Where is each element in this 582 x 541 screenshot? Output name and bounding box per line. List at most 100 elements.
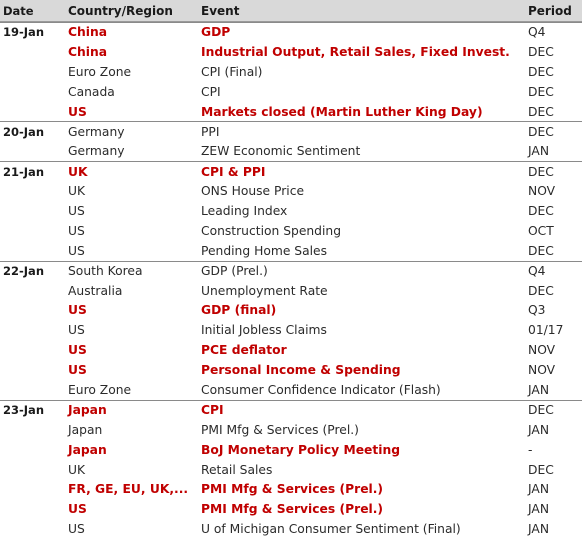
country-cell: US: [68, 323, 85, 338]
period-cell: 01/17: [528, 323, 564, 338]
country-cell: UK: [68, 184, 86, 199]
table-row: Australia Unemployment Rate DEC: [0, 281, 582, 301]
event-cell: PPI: [201, 124, 220, 139]
period-cell: Q4: [528, 25, 546, 40]
table-row: 19-Jan China GDP Q4: [0, 22, 582, 42]
event-cell: Retail Sales: [201, 462, 273, 477]
period-cell: JAN: [528, 144, 550, 159]
country-cell: Euro Zone: [68, 382, 132, 397]
table-row: 21-Jan UK CPI & PPI DEC: [0, 161, 582, 181]
period-cell: JAN: [528, 502, 550, 517]
period-cell: OCT: [528, 223, 554, 238]
table-row: US Leading Index DEC: [0, 201, 582, 221]
event-cell: Construction Spending: [201, 223, 341, 238]
country-cell: FR, GE, EU, UK,...: [68, 482, 189, 497]
table-row: US Personal Income & Spending NOV: [0, 360, 582, 380]
country-cell: US: [68, 502, 87, 517]
event-cell: PMI Mfg & Services (Prel.): [201, 482, 384, 497]
table-row: UK Retail Sales DEC: [0, 460, 582, 480]
period-cell: DEC: [528, 104, 554, 119]
header-country-region: Country/Region: [68, 3, 173, 18]
country-cell: UK: [68, 164, 88, 179]
country-cell: Japan: [68, 403, 107, 418]
country-cell: US: [68, 203, 85, 218]
period-cell: DEC: [528, 124, 554, 139]
date-cell: 20-Jan: [3, 124, 45, 139]
event-cell: CPI (Final): [201, 64, 263, 79]
table-row: US PCE deflator NOV: [0, 340, 582, 360]
period-cell: Q3: [528, 303, 546, 318]
period-cell: DEC: [528, 243, 554, 258]
table-row: 22-Jan South Korea GDP (Prel.) Q4: [0, 260, 582, 281]
event-cell: PMI Mfg & Services (Prel.): [201, 422, 359, 437]
table-row: UK ONS House Price NOV: [0, 181, 582, 201]
event-cell: PCE deflator: [201, 343, 287, 358]
country-cell: US: [68, 363, 87, 378]
table-row: US GDP (final) Q3: [0, 300, 582, 320]
period-cell: DEC: [528, 203, 554, 218]
country-cell: US: [68, 243, 85, 258]
period-cell: DEC: [528, 84, 554, 99]
table-row: Japan PMI Mfg & Services (Prel.) JAN: [0, 420, 582, 440]
period-cell: JAN: [528, 482, 550, 497]
period-cell: NOV: [528, 363, 556, 378]
event-cell: Pending Home Sales: [201, 243, 328, 258]
table-row: US Pending Home Sales DEC: [0, 241, 582, 261]
event-cell: U of Michigan Consumer Sentiment (Final): [201, 522, 461, 537]
table-row: US PMI Mfg & Services (Prel.) JAN: [0, 499, 582, 519]
event-cell: CPI & PPI: [201, 164, 266, 179]
period-cell: DEC: [528, 283, 554, 298]
header-period: Period: [528, 3, 572, 18]
event-cell: Leading Index: [201, 203, 288, 218]
period-cell: NOV: [528, 184, 556, 199]
country-cell: Australia: [68, 283, 123, 298]
table-row: US Markets closed (Martin Luther King Day…: [0, 102, 582, 122]
period-cell: DEC: [528, 462, 554, 477]
table-row: Euro Zone CPI (Final) DEC: [0, 62, 582, 82]
period-cell: DEC: [528, 64, 554, 79]
country-cell: South Korea: [68, 264, 143, 279]
event-cell: GDP (Prel.): [201, 264, 268, 279]
country-cell: China: [68, 44, 108, 59]
table-row: 23-Jan Japan CPI DEC: [0, 399, 582, 420]
country-cell: UK: [68, 462, 86, 477]
country-cell: US: [68, 303, 87, 318]
event-cell: Consumer Confidence Indicator (Flash): [201, 382, 441, 397]
table-header: Date Country/Region Event Period: [0, 0, 582, 22]
table-row: 20-Jan Germany PPI DEC: [0, 121, 582, 141]
country-cell: Japan: [68, 442, 107, 457]
period-cell: NOV: [528, 343, 556, 358]
event-cell: GDP (final): [201, 303, 277, 318]
event-cell: PMI Mfg & Services (Prel.): [201, 502, 384, 517]
country-cell: Germany: [68, 124, 125, 139]
table-row: US U of Michigan Consumer Sentiment (Fina…: [0, 519, 582, 539]
country-cell: US: [68, 522, 85, 537]
country-cell: Germany: [68, 144, 125, 159]
date-cell: 22-Jan: [3, 264, 45, 279]
table-row: FR, GE, EU, UK,... PMI Mfg & Services (Pr…: [0, 479, 582, 499]
period-cell: JAN: [528, 522, 550, 537]
period-cell: JAN: [528, 382, 550, 397]
table-row: Germany ZEW Economic Sentiment JAN: [0, 141, 582, 161]
event-cell: CPI: [201, 84, 221, 99]
header-date: Date: [3, 3, 34, 18]
period-cell: Q4: [528, 264, 546, 279]
table-row: Euro Zone Consumer Confidence Indicator (…: [0, 380, 582, 400]
event-cell: CPI: [201, 403, 224, 418]
country-cell: US: [68, 104, 87, 119]
header-event: Event: [201, 3, 240, 18]
event-cell: ONS House Price: [201, 184, 305, 199]
event-cell: GDP: [201, 25, 231, 40]
event-cell: Industrial Output, Retail Sales, Fixed I…: [201, 44, 510, 59]
event-cell: ZEW Economic Sentiment: [201, 144, 361, 159]
period-cell: DEC: [528, 403, 554, 418]
event-cell: BoJ Monetary Policy Meeting: [201, 442, 401, 457]
event-cell: Unemployment Rate: [201, 283, 328, 298]
table-row: Canada CPI DEC: [0, 82, 582, 102]
date-cell: 19-Jan: [3, 25, 45, 40]
date-cell: 23-Jan: [3, 403, 45, 418]
country-cell: Japan: [68, 422, 103, 437]
table-row: China Industrial Output, Retail Sales, Fi…: [0, 42, 582, 62]
table-body: 19-Jan China GDP Q4 China Industrial Output, …: [0, 22, 582, 539]
period-cell: DEC: [528, 44, 554, 59]
